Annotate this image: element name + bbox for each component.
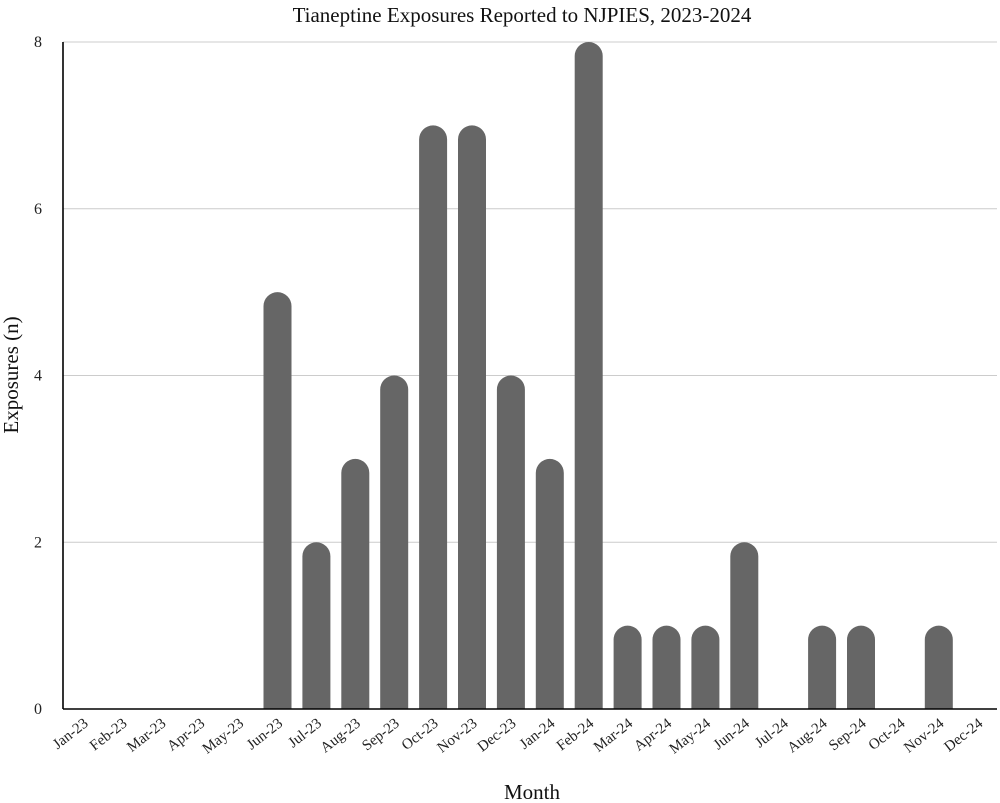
chart-title: Tianeptine Exposures Reported to NJPIES,… [293, 3, 752, 27]
x-tick-label: Jun-24 [711, 715, 753, 753]
x-tick-label: Aug-24 [785, 715, 831, 756]
x-tick-label: Aug-23 [318, 716, 364, 757]
bar-aug-24 [808, 625, 837, 709]
bar-sep-24 [847, 625, 875, 709]
x-tick-label: Jun-23 [244, 716, 286, 754]
x-tick-label: Mar-24 [591, 715, 636, 755]
y-tick-label: 8 [34, 34, 42, 51]
bar-jun-23 [263, 292, 292, 709]
y-axis-title: Exposures (n) [0, 316, 23, 433]
gridlines [63, 41, 997, 543]
bar-feb-24 [574, 42, 603, 709]
y-tick-label: 0 [34, 701, 42, 718]
bar-nov-24 [924, 625, 953, 709]
bar-aug-23 [341, 458, 370, 709]
x-tick-label: Feb-24 [554, 715, 598, 754]
y-tick-label: 4 [34, 368, 42, 385]
bar-jun-24 [730, 542, 759, 709]
y-tick-label: 2 [34, 534, 42, 551]
bar-may-24 [691, 625, 720, 709]
x-tick-label: Mar-23 [124, 716, 169, 756]
bar-apr-24 [652, 625, 681, 709]
x-tick-label: Jan-24 [517, 715, 559, 753]
y-tick-label: 6 [34, 201, 42, 218]
bar-mar-24 [613, 625, 642, 709]
bar-sep-23 [380, 375, 409, 709]
x-tick-label: May-23 [200, 716, 247, 758]
x-tick-label: Apr-23 [164, 716, 208, 755]
bar-jul-23 [302, 542, 331, 709]
x-tick-label: May-24 [667, 715, 715, 757]
x-tick-label: Sep-24 [826, 715, 870, 754]
bar-nov-23 [458, 125, 486, 710]
x-tick-label: Feb-23 [87, 716, 130, 755]
bar-dec-23 [496, 375, 525, 709]
x-tick-label: Oct-23 [399, 716, 442, 754]
bars [263, 42, 953, 710]
x-tick-label: Sep-23 [359, 716, 402, 755]
y-tick-labels: 0 2 4 6 8 [34, 34, 42, 718]
x-tick-label: Oct-24 [866, 715, 909, 754]
x-tick-label: Jan-23 [50, 716, 91, 753]
x-tick-label: Nov-24 [901, 715, 947, 756]
bar-oct-23 [419, 125, 448, 710]
x-tick-label: Nov-23 [434, 716, 480, 757]
x-tick-label: Dec-23 [475, 716, 520, 756]
x-axis-title: Month [504, 780, 561, 803]
x-tick-label: Dec-24 [942, 715, 987, 755]
bar-jan-24 [535, 458, 564, 709]
